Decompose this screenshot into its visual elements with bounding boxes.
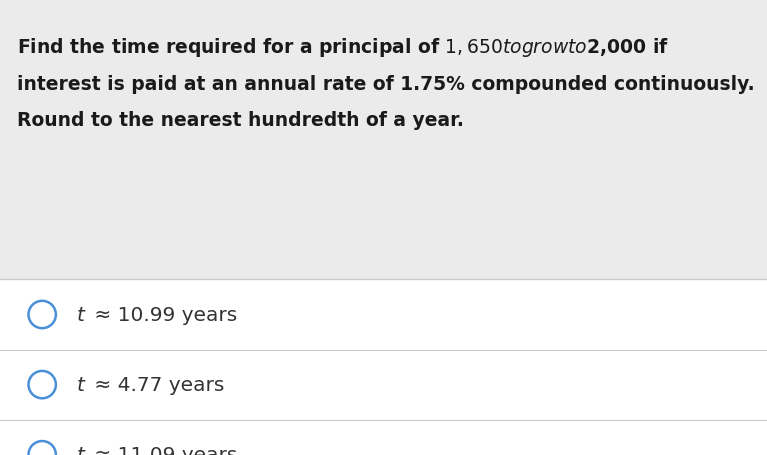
Bar [0, 0, 767, 280]
Text: t: t [77, 305, 84, 324]
Bar [0, 280, 767, 455]
Text: ≈ 10.99 years: ≈ 10.99 years [88, 305, 238, 324]
Text: Find the time required for a principal of $1,650 to grow to $2,000 if: Find the time required for a principal o… [17, 36, 669, 59]
Text: t: t [77, 375, 84, 394]
Text: ≈ 4.77 years: ≈ 4.77 years [88, 375, 225, 394]
Text: t: t [77, 445, 84, 455]
Text: Round to the nearest hundredth of a year.: Round to the nearest hundredth of a year… [17, 111, 464, 130]
Text: interest is paid at an annual rate of 1.75% compounded continuously.: interest is paid at an annual rate of 1.… [17, 75, 755, 94]
Text: ≈ 11.09 years: ≈ 11.09 years [88, 445, 238, 455]
